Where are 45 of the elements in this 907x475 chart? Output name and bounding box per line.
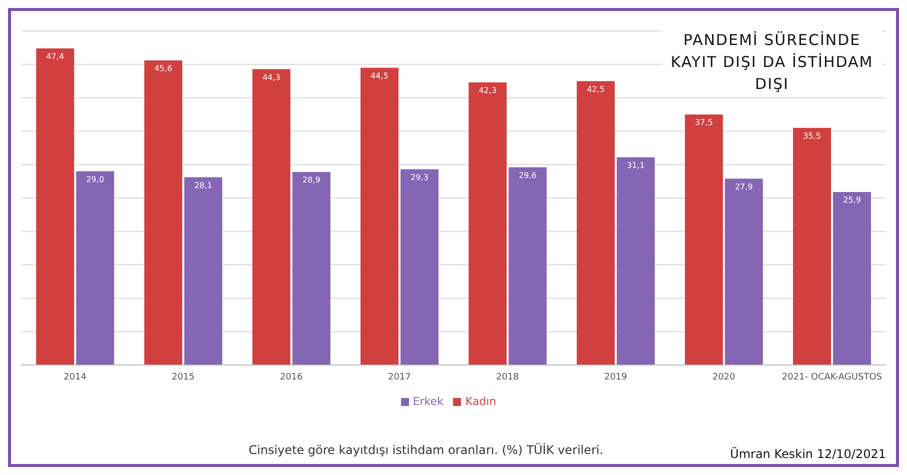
- x-tick-label: 2015: [172, 372, 195, 382]
- x-tick-label: 2020: [712, 372, 736, 382]
- data-label: 44,3: [262, 72, 280, 82]
- data-label: 28,1: [194, 180, 212, 190]
- bar: [576, 81, 615, 365]
- data-label: 27,9: [734, 182, 753, 192]
- data-label: 29,6: [518, 170, 537, 180]
- x-tick-label: 2018: [496, 372, 520, 382]
- x-tick-label: 2014: [64, 372, 87, 382]
- x-tick-label: 2021- OCAK-AGUSTOS: [782, 372, 882, 382]
- data-label: 31,1: [626, 160, 645, 170]
- data-label: 47,4: [46, 52, 64, 62]
- bar: [36, 48, 74, 365]
- data-label: 37,5: [694, 118, 713, 128]
- x-tick-label: 2017: [388, 372, 411, 382]
- data-label: 25,9: [843, 196, 861, 205]
- bar: [508, 167, 547, 365]
- bar: [793, 128, 832, 365]
- bar: [833, 192, 872, 365]
- data-label: 44,5: [370, 71, 388, 80]
- bar: [144, 60, 182, 365]
- legend-label: Kadın: [465, 395, 496, 408]
- bar: [252, 69, 290, 365]
- bar: [684, 114, 723, 365]
- data-label: 29,0: [86, 174, 104, 184]
- data-label: 42,5: [586, 84, 605, 94]
- data-label: 45,6: [154, 64, 172, 74]
- text: PANDEMİ SÜRECİNDE KAYIT DIŞI DA İSTİHDAM DIŞI: [662, 29, 882, 95]
- data-label: 42,3: [478, 86, 497, 96]
- legend-label: Erkek: [412, 395, 444, 408]
- text: Ümran Keskin 12/10/2021: [730, 447, 886, 461]
- bar: [616, 157, 655, 365]
- bar: [400, 169, 439, 365]
- data-label: 35,5: [803, 132, 821, 141]
- bar: [360, 68, 399, 365]
- bar: [76, 171, 114, 365]
- bar: [724, 178, 763, 365]
- x-tick-label: 2019: [604, 372, 628, 382]
- data-label: 29,3: [410, 172, 428, 182]
- bar: [184, 177, 222, 365]
- bar: [292, 172, 330, 365]
- text: Cinsiyete göre kayıtdışı istihdam oranları. (%) TÜİK verileri.: [248, 443, 604, 457]
- data-label: 28,9: [302, 176, 320, 185]
- x-tick-label: 2016: [280, 372, 304, 382]
- bar: [468, 82, 507, 365]
